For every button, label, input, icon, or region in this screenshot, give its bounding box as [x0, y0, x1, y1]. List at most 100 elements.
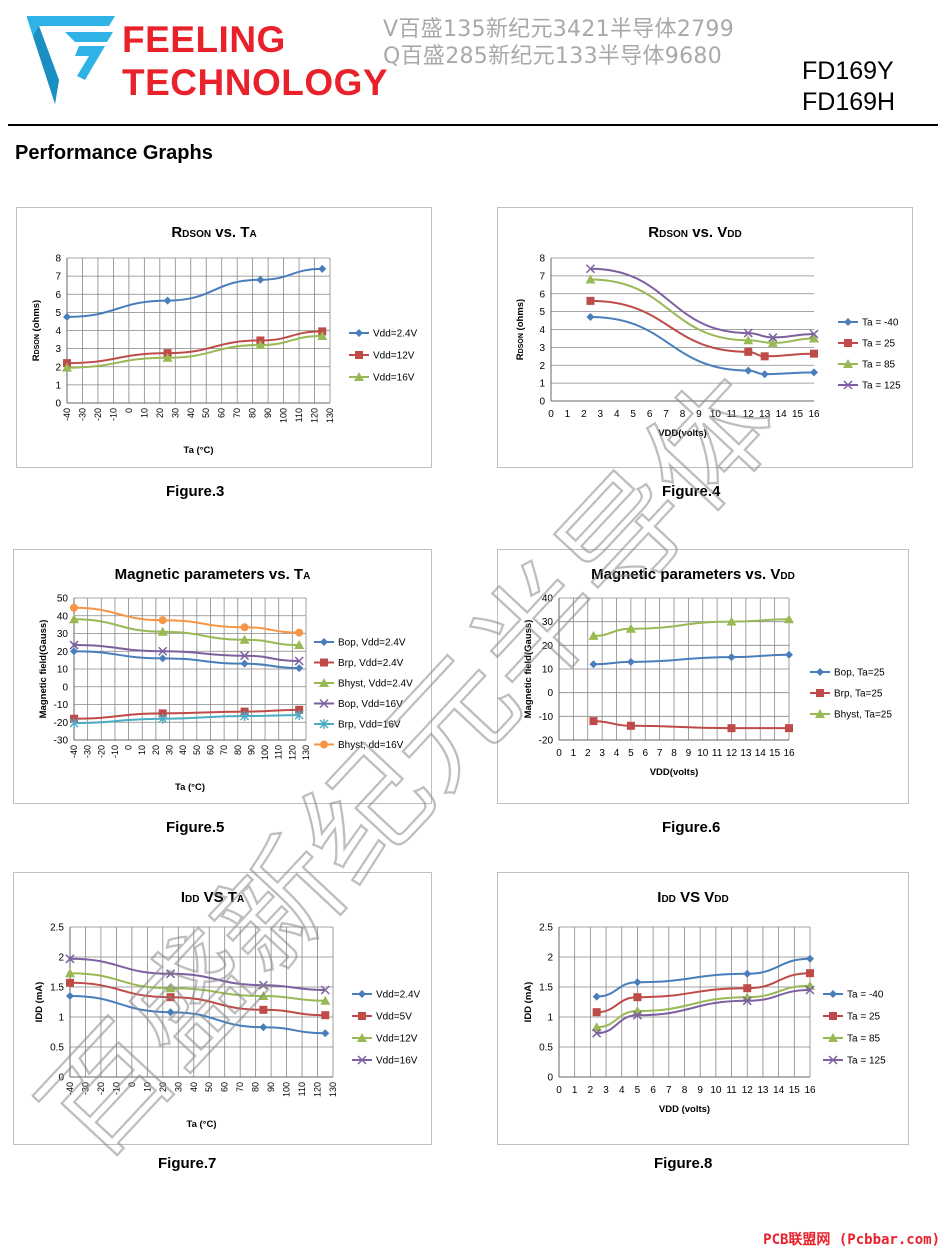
- x-tick-label: 0: [548, 409, 554, 420]
- section-title: Performance Graphs: [15, 142, 213, 164]
- y-tick-label: 40: [57, 611, 69, 622]
- x-tick-label: 100: [279, 408, 289, 423]
- data-point: [727, 724, 736, 733]
- x-tick-label: 100: [260, 745, 270, 760]
- legend-marker: [844, 339, 852, 347]
- series-3: [591, 980, 815, 1032]
- series-line: [69, 972, 326, 1002]
- y-tick-label: 1.5: [539, 983, 553, 994]
- legend-label: Ta = 85: [862, 360, 896, 371]
- data-point: [591, 1022, 602, 1032]
- legend-label: Vdd=16V: [376, 1056, 418, 1067]
- x-tick-label: 20: [158, 1082, 168, 1092]
- series-line: [596, 989, 811, 1035]
- series-2: [63, 327, 327, 368]
- series-line: [66, 334, 323, 369]
- data-point: [810, 368, 818, 377]
- y-axis-label: Magnetic field(Gauss): [523, 620, 534, 719]
- x-tick-label: 2: [581, 409, 587, 420]
- header-divider: [8, 124, 938, 126]
- x-tick-label: 12: [742, 1085, 754, 1096]
- y-tick-label: 2.5: [539, 923, 553, 934]
- data-point: [592, 992, 601, 1001]
- y-axis-label: RDSON (ohms): [31, 300, 42, 361]
- x-tick-label: 60: [217, 408, 227, 418]
- series-line: [593, 720, 789, 730]
- data-point: [165, 983, 176, 993]
- x-tick-label: 70: [219, 745, 229, 755]
- legend-marker: [843, 359, 853, 368]
- series-line: [73, 618, 300, 647]
- gridlines: [558, 926, 811, 1078]
- data-point: [810, 349, 818, 358]
- data-point: [760, 370, 769, 379]
- data-point: [592, 1008, 601, 1017]
- chart-panel-figure-8: IDD VS VDD 0 0.5 1 1.5 2 2.5 0 1 2 3 4 5 6 7 8 9 10 11 12 13…: [497, 872, 909, 1145]
- y-tick-label: 40: [542, 594, 554, 605]
- x-tick-label: 20: [155, 408, 165, 418]
- legend-entry: Ta = -40: [838, 318, 899, 329]
- series-line: [596, 972, 811, 1014]
- y-tick-label: 0: [55, 399, 61, 410]
- y-tick-label: 2: [58, 953, 64, 964]
- x-tick-label: 4: [614, 409, 620, 420]
- legend-entry: Bop, Ta=25: [810, 668, 885, 679]
- y-tick-label: 7: [55, 272, 61, 283]
- series-4: [592, 985, 815, 1038]
- x-tick-label: 40: [186, 408, 196, 418]
- y-tick-label: 0: [58, 1073, 64, 1084]
- data-point: [259, 1005, 268, 1014]
- chart-figure-7-content: IDD VS TA 0 0.5 1 1.5 2 2.5 -40 -30 -20 -10 0 10 20 30…: [34, 889, 421, 1130]
- legend-marker: [319, 678, 329, 687]
- data-point: [63, 312, 71, 321]
- chart-panel-figure-4: RDSON vs. VDD 0 1 2 3 4 5 6 7 8 0 1 2 3 4 5 6 7 8 9 10 11 12 13…: [497, 207, 913, 468]
- x-tick-label: 120: [313, 1082, 323, 1097]
- x-tick-label: 2: [585, 748, 591, 759]
- x-tick-label: 80: [251, 1082, 261, 1092]
- chart-figure-7: IDD VS TA 0 0.5 1 1.5 2 2.5 -40 -30 -20 -10 0 10 20 30…: [34, 889, 421, 1130]
- x-tick-label: 1: [571, 748, 577, 759]
- legend-label: Bop, Vdd=2.4V: [338, 638, 406, 649]
- data-point: [585, 264, 595, 274]
- data-point: [809, 329, 819, 339]
- figure-caption-4: Figure.4: [662, 483, 721, 500]
- series-line: [66, 330, 323, 365]
- x-tick-label: 80: [248, 408, 258, 418]
- data-point: [585, 274, 596, 284]
- legend-entry: Vdd=2.4V: [349, 329, 418, 340]
- x-tick-label: 80: [233, 745, 243, 755]
- legend-label: Vdd=2.4V: [373, 329, 418, 340]
- x-tick-label: -40: [62, 408, 72, 421]
- x-tick-label: 100: [282, 1082, 292, 1097]
- y-tick-label: 20: [542, 641, 554, 652]
- data-point: [65, 968, 75, 978]
- x-tick-label: -10: [108, 408, 118, 421]
- x-tick-label: 12: [743, 409, 755, 420]
- legend-marker: [357, 1033, 367, 1042]
- x-tick-label: -30: [83, 745, 93, 758]
- data-point: [625, 623, 636, 633]
- y-tick-label: 0.5: [50, 1043, 64, 1054]
- series-line: [590, 299, 815, 358]
- data-point: [158, 713, 168, 724]
- legend-label: Bhyst, Ta=25: [834, 710, 892, 721]
- legend-entry: Bop, Vdd=2.4V: [314, 638, 406, 649]
- y-tick-label: 10: [542, 665, 554, 676]
- data-point: [784, 614, 794, 624]
- series-4: [69, 640, 304, 666]
- x-tick-label: -20: [96, 745, 106, 758]
- data-point: [744, 366, 753, 375]
- data-point: [321, 1011, 330, 1020]
- x-tick-label: 12: [726, 748, 738, 759]
- data-point: [240, 623, 249, 632]
- chart-figure-5-content: Magnetic parameters vs. TA-30-20-1001020…: [38, 566, 413, 793]
- x-tick-label: 120: [310, 408, 320, 423]
- series-6: [70, 603, 304, 637]
- x-tick-label: 50: [192, 745, 202, 755]
- data-point: [295, 664, 304, 673]
- x-axis-label: Ta (°C): [186, 1119, 216, 1130]
- x-tick-label: 40: [178, 745, 188, 755]
- series-1: [70, 647, 304, 673]
